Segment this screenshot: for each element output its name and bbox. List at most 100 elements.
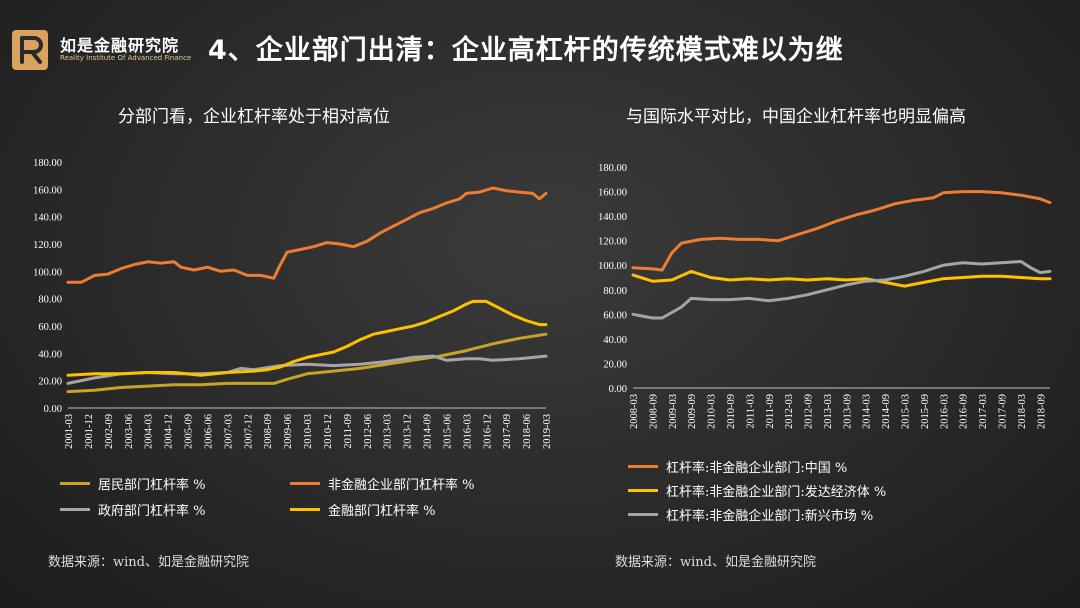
y-tick-label: 20.00	[38, 377, 62, 388]
x-tick-label: 2001-12	[84, 414, 95, 449]
legend-label-household: 居民部门杠杆率 %	[98, 478, 206, 493]
x-tick-label: 2019-03	[542, 414, 553, 449]
legend-item-emerging: 杠杆率:非金融企业部门:新兴市场 %	[628, 505, 873, 524]
x-tick-label: 2015-03	[901, 394, 912, 429]
x-tick-label: 2010-03	[707, 394, 718, 429]
right-chart-title: 与国际水平对比，中国企业杠杆率也明显偏高	[626, 107, 966, 127]
x-tick-label: 2008-09	[263, 414, 274, 449]
logo-name-en: Reality Institute Of Advanced Finance	[60, 54, 192, 62]
legend-label-china: 杠杆率:非金融企业部门:中国 %	[666, 461, 848, 476]
series-line-1	[66, 332, 548, 394]
x-tick-label: 2010-03	[303, 414, 314, 449]
x-tick-label: 2004-12	[164, 414, 175, 449]
legend-swatch-china	[628, 465, 658, 468]
legend-item-financial: 金融部门杠杆率 %	[290, 500, 436, 519]
y-tick-label: 40.00	[38, 349, 62, 360]
x-tick-label: 2017-03	[978, 394, 989, 429]
left-chart-title: 分部门看，企业杠杆率处于相对高位	[118, 107, 390, 127]
x-tick-label: 2017-09	[998, 394, 1009, 429]
logo-name-cn: 如是金融研究院	[60, 36, 180, 55]
legend-label-government: 政府部门杠杆率 %	[98, 504, 206, 519]
slide-title: 4、企业部门出清：企业高杠杆的传统模式难以为继	[208, 35, 844, 66]
legend-item-nonfinancial: 非金融企业部门杠杆率 %	[290, 474, 475, 493]
series-line-3	[631, 260, 1052, 320]
series-line-1	[631, 190, 1052, 272]
x-tick-label: 2016-03	[462, 414, 473, 449]
x-tick-label: 2012-09	[804, 394, 815, 429]
legend-swatch-household	[60, 482, 90, 485]
legend-swatch-financial	[290, 508, 320, 511]
x-tick-label: 2011-09	[343, 414, 354, 449]
international-leverage-chart: 0.00 20.00 40.00 60.00 80.00 100.00 120.00 140.…	[598, 163, 1052, 429]
x-tick-label: 2010-12	[323, 414, 334, 449]
y-tick-label: 160.00	[598, 188, 627, 199]
sector-leverage-chart: 0.00 20.00 40.00 60.00 80.00 100.00 120.00 140.…	[33, 158, 553, 449]
y-tick-label: 40.00	[603, 335, 627, 346]
legend-item-china: 杠杆率:非金融企业部门:中国 %	[628, 457, 847, 476]
x-tick-label: 2007-03	[223, 414, 234, 449]
legend-item-developed: 杠杆率:非金融企业部门:发达经济体 %	[628, 481, 886, 500]
x-tick-label: 2016-03	[939, 394, 950, 429]
y-tick-label: 180.00	[598, 163, 627, 174]
y-tick-label: 80.00	[38, 295, 62, 306]
x-tick-label: 2018-09	[1036, 394, 1047, 429]
legend-item-government: 政府部门杠杆率 %	[60, 500, 206, 519]
x-tick-label: 2014-03	[862, 394, 873, 429]
legend-label-emerging: 杠杆率:非金融企业部门:新兴市场 %	[666, 509, 874, 524]
x-tick-label: 2005-09	[184, 414, 195, 449]
legend-swatch-emerging	[628, 513, 658, 516]
y-tick-label: 0.00	[44, 404, 62, 415]
x-tick-label: 2009-06	[283, 414, 294, 449]
y-tick-label: 60.00	[603, 310, 627, 321]
x-tick-label: 2018-03	[1017, 394, 1028, 429]
y-tick-label: 60.00	[38, 322, 62, 333]
x-tick-label: 2013-03	[383, 414, 394, 449]
y-tick-label: 180.00	[33, 158, 62, 169]
x-tick-label: 2016-12	[482, 414, 493, 449]
series-line-2	[631, 269, 1052, 288]
y-tick-label: 100.00	[33, 267, 62, 278]
legend-label-developed: 杠杆率:非金融企业部门:发达经济体 %	[666, 485, 887, 500]
x-tick-label: 2001-03	[64, 414, 75, 449]
legend-swatch-government	[60, 508, 90, 511]
x-tick-label: 2009-09	[687, 394, 698, 429]
y-tick-label: 140.00	[598, 212, 627, 223]
x-tick-label: 2014-09	[423, 414, 434, 449]
x-tick-label: 2013-09	[842, 394, 853, 429]
x-tick-label: 2010-09	[726, 394, 737, 429]
x-tick-label: 2011-09	[765, 394, 776, 429]
brand-logo: 如是金融研究院 Reality Institute Of Advanced Fi…	[10, 28, 210, 72]
x-tick-label: 2004-03	[144, 414, 155, 449]
y-tick-label: 120.00	[598, 237, 627, 248]
x-tick-label: 2007-12	[243, 414, 254, 449]
legend-swatch-developed	[628, 489, 658, 492]
legend-swatch-nonfinancial	[290, 482, 320, 485]
x-tick-label: 2018-06	[522, 414, 533, 449]
y-tick-label: 80.00	[603, 286, 627, 297]
x-tick-label: 2014-09	[881, 394, 892, 429]
logo-r-icon	[12, 30, 48, 70]
x-tick-label: 2012-06	[363, 414, 374, 449]
x-tick-label: 2002-09	[104, 414, 115, 449]
legend-label-financial: 金融部门杠杆率 %	[328, 504, 436, 519]
legend-label-nonfinancial: 非金融企业部门杠杆率 %	[328, 478, 475, 493]
series-line-3	[66, 354, 548, 385]
x-tick-label: 2013-03	[823, 394, 834, 429]
x-tick-label: 2015-09	[920, 394, 931, 429]
x-tick-label: 2008-09	[648, 394, 659, 429]
x-tick-label: 2015-06	[442, 414, 453, 449]
x-tick-label: 2008-03	[629, 394, 640, 429]
x-tick-label: 2013-12	[403, 414, 414, 449]
legend-item-household: 居民部门杠杆率 %	[60, 474, 206, 493]
x-tick-label: 2011-03	[745, 394, 756, 429]
x-tick-label: 2016-09	[959, 394, 970, 429]
y-tick-label: 100.00	[598, 261, 627, 272]
y-tick-label: 120.00	[33, 240, 62, 251]
series-line-4	[66, 299, 548, 377]
x-tick-label: 2017-09	[502, 414, 513, 449]
y-tick-label: 0.00	[609, 384, 627, 395]
y-tick-label: 20.00	[603, 359, 627, 370]
right-data-source: 数据来源：wind、如是金融研究院	[615, 555, 816, 570]
left-data-source: 数据来源：wind、如是金融研究院	[48, 555, 249, 570]
y-tick-label: 140.00	[33, 213, 62, 224]
